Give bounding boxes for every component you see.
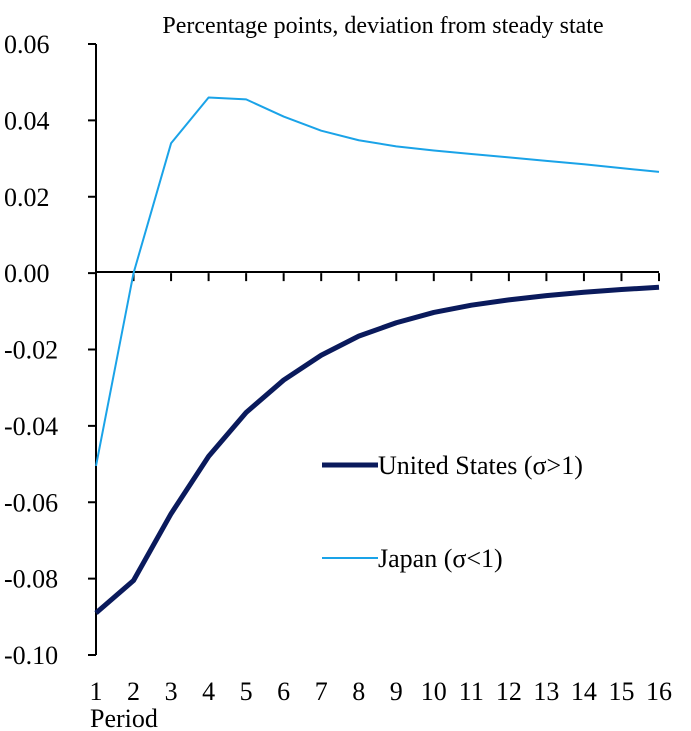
x-tick-label: 16 bbox=[646, 677, 672, 706]
y-tick-label: 0.04 bbox=[4, 106, 50, 135]
y-tick-label: 0.00 bbox=[4, 259, 50, 288]
x-tick-label: 1 bbox=[90, 677, 103, 706]
x-tick-label: 13 bbox=[533, 677, 559, 706]
y-tick-label: 0.02 bbox=[4, 183, 50, 212]
legend: United States (σ>1) Japan (σ<1) bbox=[322, 451, 583, 573]
legend-label-japan: Japan (σ<1) bbox=[378, 544, 503, 573]
x-axis-ticks: 1 2 3 4 5 6 7 8 9 10 11 12 13 14 15 16 bbox=[90, 273, 672, 706]
x-tick-label: 5 bbox=[240, 677, 253, 706]
x-tick-label: 11 bbox=[459, 677, 484, 706]
y-tick-label: -0.02 bbox=[4, 336, 58, 365]
legend-label-united-states: United States (σ>1) bbox=[378, 451, 583, 480]
series-line-united-states bbox=[94, 284, 660, 615]
y-tick-label: 0.06 bbox=[4, 30, 50, 59]
x-tick-label: 3 bbox=[165, 677, 178, 706]
x-tick-label: 9 bbox=[390, 677, 403, 706]
chart-title: Percentage points, deviation from steady… bbox=[162, 13, 603, 39]
y-tick-label: -0.04 bbox=[4, 412, 58, 441]
y-axis-ticks: 0.06 0.04 0.02 0.00 -0.02 -0.04 -0.06 -0.08 -0.1… bbox=[4, 30, 96, 670]
y-tick-label: -0.10 bbox=[4, 641, 58, 670]
y-tick-label: -0.06 bbox=[4, 488, 58, 517]
x-axis-label: Period bbox=[90, 704, 158, 731]
x-tick-label: 6 bbox=[277, 677, 290, 706]
series-line-japan bbox=[95, 96, 660, 467]
x-tick-label: 15 bbox=[608, 677, 634, 706]
x-tick-label: 14 bbox=[571, 677, 597, 706]
y-tick-label: -0.08 bbox=[4, 565, 58, 594]
x-tick-label: 4 bbox=[202, 677, 215, 706]
x-tick-label: 7 bbox=[315, 677, 328, 706]
series-lines bbox=[94, 96, 660, 615]
x-tick-label: 2 bbox=[127, 677, 140, 706]
x-tick-label: 12 bbox=[496, 677, 522, 706]
x-tick-label: 8 bbox=[352, 677, 365, 706]
x-tick-label: 10 bbox=[421, 677, 447, 706]
